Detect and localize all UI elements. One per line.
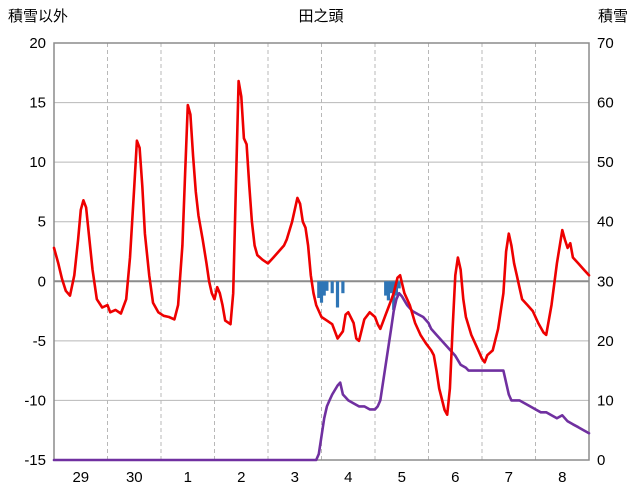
svg-text:0: 0 xyxy=(597,452,605,469)
svg-text:5: 5 xyxy=(398,469,406,486)
svg-text:20: 20 xyxy=(597,333,614,350)
svg-text:29: 29 xyxy=(72,469,89,486)
svg-text:30: 30 xyxy=(597,273,614,290)
svg-text:20: 20 xyxy=(29,35,46,52)
left-axis-title: 積雪以外 xyxy=(8,8,69,25)
svg-text:50: 50 xyxy=(597,154,614,171)
chart-title: 田之頭 xyxy=(298,8,344,25)
svg-text:30: 30 xyxy=(126,469,143,486)
svg-text:7: 7 xyxy=(505,469,513,486)
svg-text:3: 3 xyxy=(291,469,299,486)
svg-text:6: 6 xyxy=(451,469,459,486)
right-axis-title: 積雪 xyxy=(597,8,628,25)
svg-text:-5: -5 xyxy=(33,333,46,350)
svg-text:10: 10 xyxy=(29,154,46,171)
svg-text:4: 4 xyxy=(344,469,352,486)
svg-text:15: 15 xyxy=(29,95,46,112)
svg-text:0: 0 xyxy=(38,273,46,290)
svg-text:70: 70 xyxy=(597,35,614,52)
svg-text:5: 5 xyxy=(38,214,46,231)
svg-text:10: 10 xyxy=(597,392,614,409)
svg-text:40: 40 xyxy=(597,214,614,231)
svg-text:60: 60 xyxy=(597,95,614,112)
svg-text:8: 8 xyxy=(558,469,566,486)
svg-text:-10: -10 xyxy=(24,392,46,409)
svg-text:-15: -15 xyxy=(24,452,46,469)
svg-text:2: 2 xyxy=(237,469,245,486)
svg-text:1: 1 xyxy=(184,469,192,486)
